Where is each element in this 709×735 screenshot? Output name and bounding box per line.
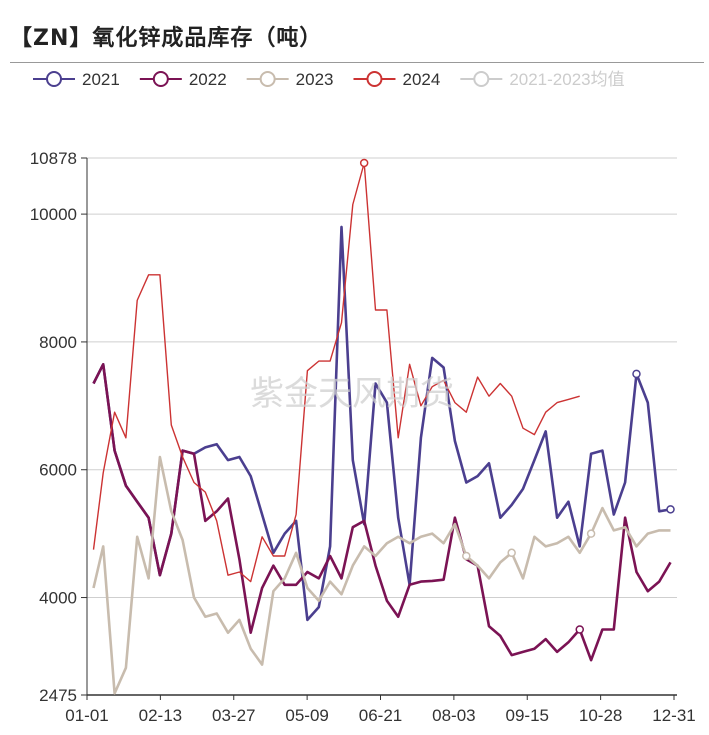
x-tick-label: 12-31 [652,706,695,725]
data-point-marker [632,369,641,379]
series-line-2022 [92,362,672,662]
legend-label: 2021-2023均值 [509,70,624,89]
data-point-marker [575,625,584,634]
legend-item-1[interactable]: 2022 [139,70,227,89]
series-lines [92,158,675,695]
y-tick-label: 10878 [30,149,77,168]
x-tick-label: 06-21 [359,706,402,725]
title-divider [10,62,704,63]
legend-label: 2023 [296,70,334,89]
y-tick-label: 6000 [39,461,77,480]
x-tick-label: 01-01 [65,706,108,725]
legend-marker [46,71,62,87]
legend-marker [152,71,169,87]
axes: 2475 4000 6000 8000 10000 10878 01-01 02-13 03-2… [30,149,696,725]
legend-label: 2022 [189,70,227,89]
watermark-text: 紫金天风期货 [250,374,454,414]
legend-label: 2024 [402,70,440,89]
chart-title: 【ZN】氧化锌成品库存（吨） [10,26,323,51]
data-point-marker [462,551,471,561]
y-tick-label: 10000 [30,205,77,224]
data-point-marker [586,529,596,538]
y-tick-label: 2475 [39,686,77,705]
data-point-marker [507,548,516,558]
legend-item-3[interactable]: 2024 [353,70,440,89]
series-line-2021 [92,225,671,622]
legend-marker [259,71,276,87]
y-tick-label: 8000 [39,333,77,352]
series-line-2023 [92,455,671,695]
legend-item-0[interactable]: 2021 [33,70,120,89]
data-point-marker [359,158,369,168]
x-tick-label: 10-28 [579,706,622,725]
grid-lines [87,157,677,696]
x-tick-label: 03-27 [212,706,255,725]
legend[interactable]: 2021 2022 2023 2024 2021-2023均值 [33,70,625,89]
data-point-marker [666,505,675,514]
legend-item-4[interactable]: 2021-2023均值 [460,70,625,89]
x-tick-label: 02-13 [139,706,182,725]
legend-label: 2021 [82,70,120,89]
y-tick-label: 4000 [39,589,77,608]
x-tick-label: 08-03 [432,706,475,725]
series-line-2024 [92,162,580,583]
legend-item-2[interactable]: 2023 [246,70,334,89]
legend-marker [366,71,383,87]
x-tick-label: 05-09 [285,706,328,725]
legend-marker [473,71,490,87]
x-tick-label: 09-15 [506,706,549,725]
